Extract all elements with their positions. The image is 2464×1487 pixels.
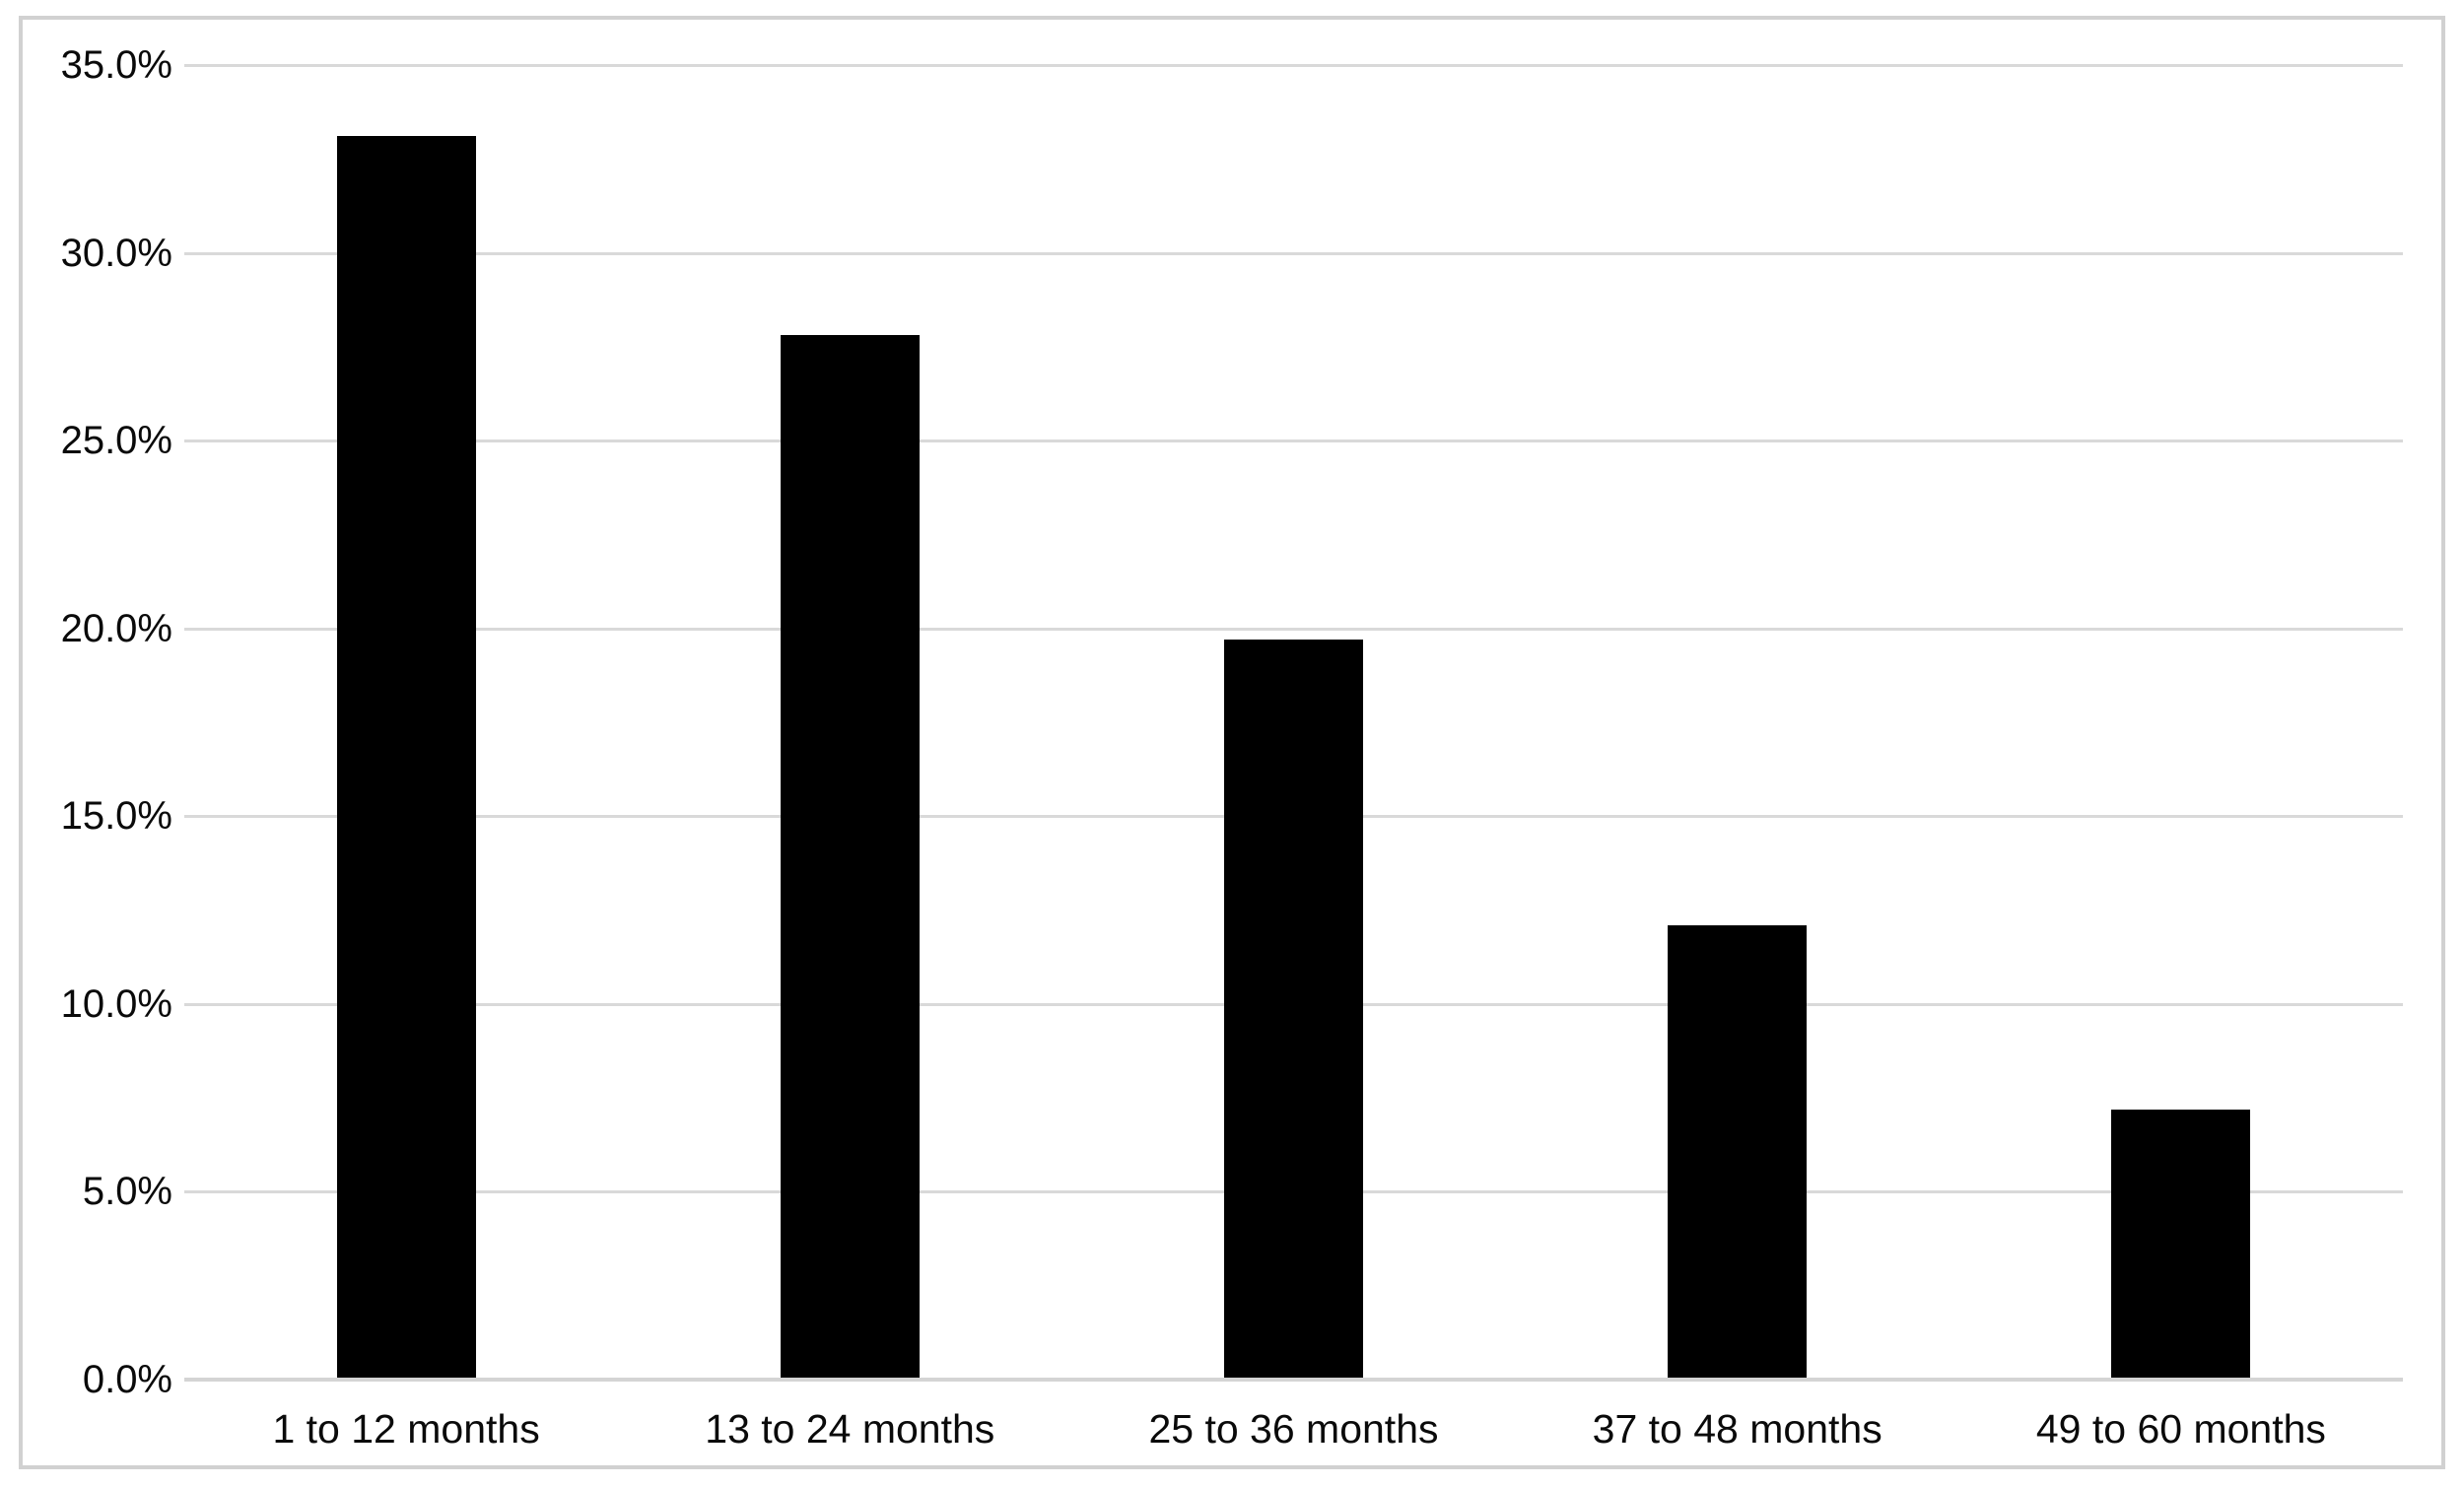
y-tick-label-10pct: 10.0% xyxy=(60,981,172,1026)
bar-13-to-24-months xyxy=(780,335,920,1378)
gridline-25pct xyxy=(184,439,2403,443)
x-category-label-2: 13 to 24 months xyxy=(705,1406,995,1452)
y-tick-label-5pct: 5.0% xyxy=(82,1170,172,1214)
x-category-label-3: 25 to 36 months xyxy=(1148,1406,1439,1452)
gridline-20pct xyxy=(184,627,2403,631)
chart-frame: 0.0% 5.0% 10.0% 15.0% 20.0% 25.0% 30.0% 35.0% 1… xyxy=(19,16,2445,1469)
x-category-label-1: 1 to 12 months xyxy=(272,1406,540,1452)
y-tick-label-15pct: 15.0% xyxy=(60,794,172,839)
x-category-label-4: 37 to 48 months xyxy=(1592,1406,1882,1452)
x-axis-line xyxy=(184,1378,2403,1382)
gridline-30pct xyxy=(184,251,2403,255)
x-category-label-5: 49 to 60 months xyxy=(2035,1406,2326,1452)
gridline-35pct xyxy=(184,64,2403,67)
y-tick-label-25pct: 25.0% xyxy=(60,419,172,463)
bar-49-to-60-months xyxy=(2111,1109,2251,1378)
bar-1-to-12-months xyxy=(336,136,476,1378)
bar-37-to-48-months xyxy=(1668,924,1808,1378)
y-tick-label-0pct: 0.0% xyxy=(82,1358,172,1401)
y-tick-label-30pct: 30.0% xyxy=(60,231,172,275)
y-tick-label-35pct: 35.0% xyxy=(60,43,172,87)
bar-25-to-36-months xyxy=(1224,640,1363,1378)
y-tick-label-20pct: 20.0% xyxy=(60,606,172,650)
